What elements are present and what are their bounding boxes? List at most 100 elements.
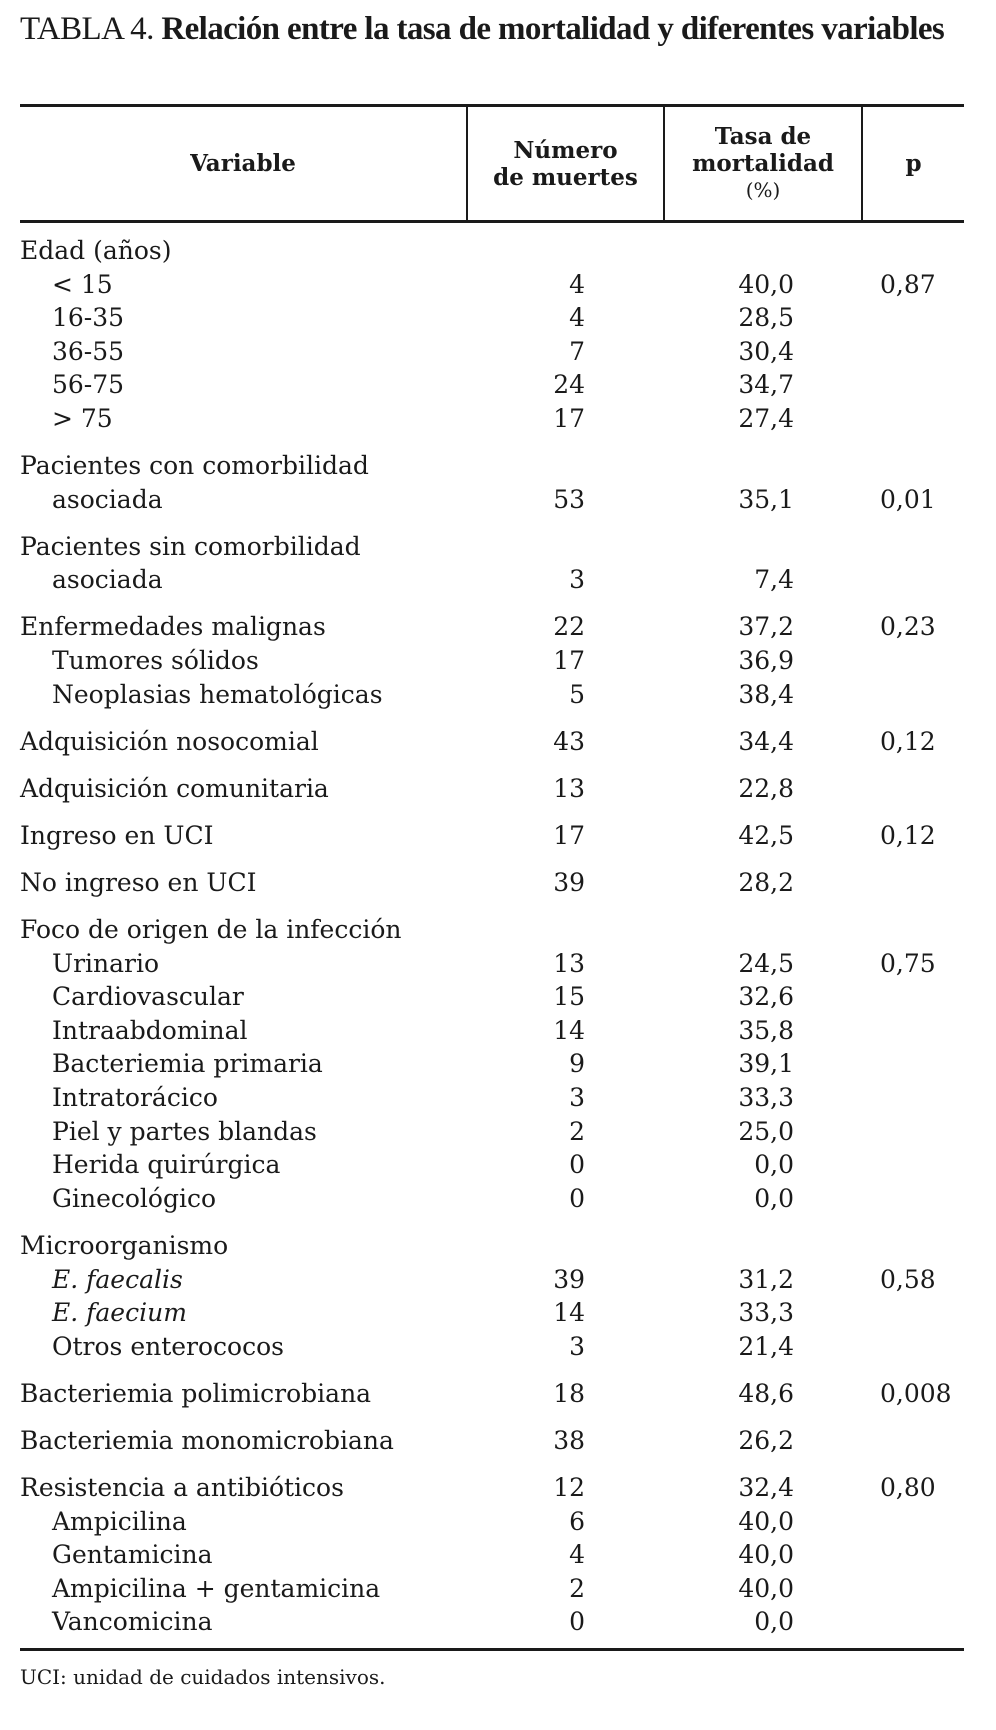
table-row: E. faecium 14 33,3 [0,1296,996,1330]
header-rule [20,220,964,223]
deaths-cell: 53 [553,484,585,514]
row-label: Intraabdominal [52,1015,248,1045]
table-title: TABLA 4. Relación entre la tasa de morta… [20,10,970,48]
deaths-cell: 17 [553,403,585,433]
bottom-rule [20,1648,964,1651]
p-value-cell: 0,12 [880,726,936,756]
table-row: Intraabdominal 14 35,8 [0,1014,996,1048]
rate-cell: 0,0 [754,1183,794,1213]
table-row: Bacteriemia primaria 9 39,1 [0,1047,996,1081]
deaths-cell: 4 [569,303,585,333]
row-label: Tumores sólidos [52,646,259,676]
deaths-cell: 9 [569,1049,585,1079]
table-row: Bacteriemia polimicrobiana 18 48,6 0,008 [0,1377,996,1411]
p-value-cell: 0,23 [880,612,936,642]
rate-cell: 36,9 [738,646,794,676]
table-row: Urinario 13 24,5 0,75 [0,947,996,981]
rate-cell: 33,3 [738,1083,794,1113]
deaths-cell: 7 [569,336,585,366]
rate-cell: 42,5 [738,820,794,850]
header-deaths-line2: de muertes [493,163,638,191]
row-label: Foco de origen de la infección [20,915,402,945]
deaths-cell: 3 [569,565,585,595]
rate-cell: 7,4 [754,565,794,595]
rate-cell: 40,0 [738,1573,794,1603]
table-row: asociada 53 35,1 0,01 [0,483,996,517]
row-label: Otros enterococos [52,1331,284,1361]
column-divider [466,105,468,222]
deaths-cell: 2 [569,1573,585,1603]
row-label: Bacteriemia polimicrobiana [20,1378,372,1408]
row-label: Ginecológico [52,1183,217,1213]
rate-cell: 24,5 [738,948,794,978]
p-value-cell: 0,008 [880,1378,952,1408]
rate-cell: 33,3 [738,1298,794,1328]
table-row: Adquisición comunitaria 13 22,8 [0,772,996,806]
rate-cell: 39,1 [738,1049,794,1079]
deaths-cell: 38 [553,1425,585,1455]
rate-cell: 27,4 [738,403,794,433]
deaths-cell: 22 [553,612,585,642]
deaths-cell: 0 [569,1183,585,1213]
header-p: p [863,105,964,222]
table-body: Edad (años) < 15 4 40,0 0,87 16-35 4 28,5 36-55 7… [0,234,996,1639]
header-variable-label: Variable [190,150,296,177]
p-value-cell: 0,87 [880,269,936,299]
table-row: 56-75 24 34,7 [0,368,996,402]
row-label: Edad (años) [20,236,172,265]
row-label: Ampicilina + gentamicina [52,1573,381,1603]
row-label: Intratorácico [52,1083,218,1113]
rate-cell: 26,2 [738,1425,794,1455]
deaths-cell: 4 [569,1540,585,1570]
rate-cell: 35,8 [738,1015,794,1045]
row-label: Enfermedades malignas [20,612,326,642]
table-caption: Relación entre la tasa de mortalidad y d… [161,11,945,47]
row-label: Ingreso en UCI [20,820,214,850]
column-divider [663,105,665,222]
header-deaths-line1: Número [513,136,618,164]
table-row: Piel y partes blandas 2 25,0 [0,1115,996,1149]
rate-cell: 40,0 [738,1506,794,1536]
header-rate-line1: Tasa de [714,123,812,150]
table-row: Resistencia a antibióticos 12 32,4 0,80 [0,1471,996,1505]
row-label: 16-35 [52,303,125,333]
header-rate: Tasa de mortalidad (%) [665,105,861,222]
deaths-cell: 0 [569,1607,585,1637]
rate-cell: 25,0 [738,1116,794,1146]
table-row: 16-35 4 28,5 [0,301,996,335]
deaths-cell: 15 [553,982,585,1012]
row-label: No ingreso en UCI [20,868,257,897]
table-row: Microorganismo [0,1229,996,1263]
rate-cell: 40,0 [738,269,794,299]
row-label: Pacientes con comorbilidad [20,451,369,481]
table-row: Tumores sólidos 17 36,9 [0,644,996,678]
table-row: asociada 3 7,4 [0,563,996,597]
row-label: Pacientes sin comorbilidad [20,531,361,561]
deaths-cell: 3 [569,1331,585,1361]
table-row: Adquisición nosocomial 43 34,4 0,12 [0,725,996,759]
deaths-cell: 0 [569,1150,585,1180]
table-row: < 15 4 40,0 0,87 [0,268,996,302]
table-row: Ampicilina + gentamicina 2 40,0 [0,1572,996,1606]
table-row: 36-55 7 30,4 [0,335,996,369]
row-label: Ampicilina [52,1506,187,1536]
row-label: E. faecium [52,1298,187,1328]
rate-cell: 37,2 [738,612,794,642]
p-value-cell: 0,58 [880,1264,936,1294]
row-label: Bacteriemia primaria [52,1049,323,1079]
rate-cell: 28,5 [738,303,794,333]
rate-cell: 35,1 [738,484,794,514]
deaths-cell: 39 [553,868,585,897]
p-value-cell: 0,12 [880,820,936,850]
row-label: Neoplasias hematológicas [52,679,383,709]
rate-cell: 21,4 [738,1331,794,1361]
rate-cell: 34,4 [738,726,794,756]
deaths-cell: 5 [569,679,585,709]
deaths-cell: 4 [569,269,585,299]
footnote: UCI: unidad de cuidados intensivos. [20,1665,386,1689]
row-label: Cardiovascular [52,982,244,1012]
deaths-cell: 24 [553,370,585,400]
table-row: Ampicilina 6 40,0 [0,1505,996,1539]
deaths-cell: 13 [553,948,585,978]
deaths-cell: 17 [553,820,585,850]
